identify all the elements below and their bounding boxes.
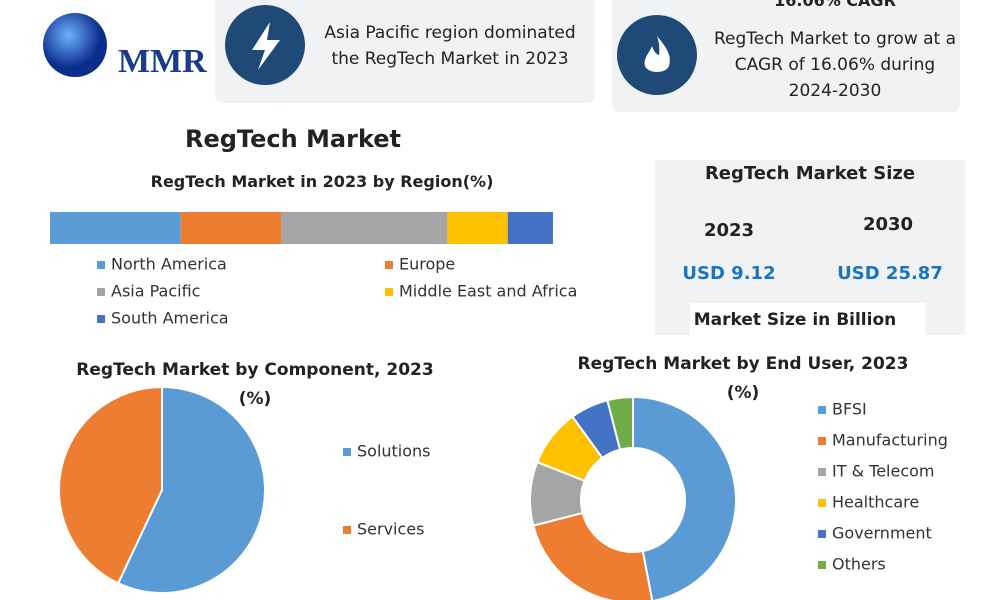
legend-label: Middle East and Africa — [399, 282, 577, 301]
bar-segment — [281, 212, 448, 244]
legend-swatch — [385, 261, 393, 269]
legend-label: Services — [357, 520, 424, 539]
pie-slice — [58, 385, 163, 585]
legend-label: Solutions — [357, 442, 431, 461]
legend-swatch — [343, 448, 351, 456]
legend-swatch — [818, 437, 826, 445]
card — [612, 0, 960, 112]
legend-label: Europe — [399, 255, 455, 274]
market-value: USD 9.12 — [682, 263, 776, 284]
bar-segment — [50, 212, 181, 244]
market-value: USD 25.87 — [837, 263, 943, 284]
legend-label: Government — [832, 524, 932, 543]
year: 2023 — [703, 220, 755, 241]
bar-segment — [447, 212, 508, 244]
legend-swatch — [97, 261, 105, 269]
legend-swatch — [818, 499, 826, 507]
legend-swatch — [818, 468, 826, 476]
card-text: Asia Pacific region dominated the RegTec… — [324, 23, 576, 69]
lightning-icon — [252, 22, 280, 70]
market-size-title: RegTech Market Size — [704, 163, 916, 184]
donut-slice — [532, 511, 654, 600]
logo-text: MMR — [118, 43, 207, 80]
card — [215, 0, 595, 103]
legend-swatch — [343, 526, 351, 534]
donut-slice — [632, 395, 737, 600]
bar-segment — [507, 212, 553, 244]
legend-label: IT & Telecom — [832, 462, 935, 481]
card-title: 16.06% CAGR — [774, 0, 896, 10]
market-size-note: Market Size in Billion — [693, 310, 897, 330]
chart-title: RegTech Market by End User, 2023 (%) — [577, 354, 909, 403]
legend-swatch — [818, 406, 826, 414]
legend-label: Healthcare — [832, 493, 919, 512]
chart-title: RegTech Market in 2023 by Region(%) — [150, 172, 494, 191]
note-box — [690, 303, 925, 335]
chart-title: RegTech Market by Component, 2023 (%) — [76, 360, 434, 409]
legend-swatch — [818, 561, 826, 569]
main-title: RegTech Market — [184, 125, 402, 153]
donut-slice — [606, 395, 634, 451]
legend-label: BFSI — [832, 400, 867, 419]
legend-label: Asia Pacific — [111, 282, 200, 301]
bar-segment — [180, 212, 282, 244]
legend-label: North America — [111, 255, 227, 274]
legend-swatch — [97, 288, 105, 296]
year: 2030 — [862, 214, 914, 235]
legend-label: Manufacturing — [832, 431, 948, 450]
legend-label: Others — [832, 555, 886, 574]
logo-globe — [43, 13, 107, 77]
flame-icon — [644, 36, 670, 72]
legend-swatch — [385, 288, 393, 296]
legend-swatch — [97, 315, 105, 323]
legend-label: South America — [111, 309, 229, 328]
pie-slice — [116, 385, 266, 594]
legend-swatch — [818, 530, 826, 538]
card-text: RegTech Market to grow at a CAGR of 16.0… — [713, 29, 957, 101]
